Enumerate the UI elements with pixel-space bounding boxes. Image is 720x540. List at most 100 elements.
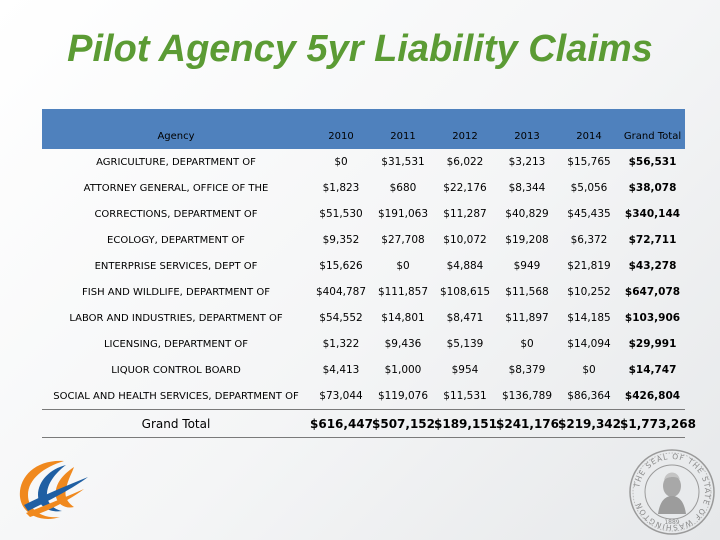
year-value-cell: $111,857 [377,286,429,298]
agency-cell: LICENSING, DEPARTMENT OF [103,338,249,350]
agency-cell: FISH AND WILDLIFE, DEPARTMENT OF [82,286,270,298]
year-value-cell: $6,372 [570,234,608,246]
table-row: ENTERPRISE SERVICES, DEPT OF $15,626 $0 $4,… [42,253,685,279]
year-value-cell: $86,364 [567,390,611,402]
agency-cell: LIQUOR CONTROL BOARD [111,364,241,376]
year-value-cell: $191,063 [377,208,429,220]
page-title: Pilot Agency 5yr Liability Claims [67,28,653,70]
row-total-cell: $29,991 [628,338,677,350]
year-value-cell: $10,072 [443,234,487,246]
claims-table-container: Agency 2010 2011 2012 2013 2014 Grand Total AG… [42,109,696,438]
year-value-cell: $680 [389,182,417,194]
table-footer: Grand Total $616,447 $507,152 $189,151 $241,… [42,409,696,438]
table-body: AGRICULTURE, DEPARTMENT OF $0 $31,531 $6,02… [42,149,685,410]
table-row: FISH AND WILDLIFE, DEPARTMENT OF $404,787… [42,279,685,305]
year-value-cell: $27,708 [381,234,425,246]
year-value-cell: $954 [451,364,479,376]
agency-cell: SOCIAL AND HEALTH SERVICES, DEPARTMENT O… [53,390,299,402]
year-value-cell: $8,379 [508,364,546,376]
grand-total-label: Grand Total [141,416,211,431]
year-value-cell: $5,056 [570,182,608,194]
year-value-cell: $119,076 [377,390,429,402]
year-value-cell: $949 [513,260,541,272]
year-value-cell: $6,022 [446,156,484,168]
year-value-cell: $9,436 [384,338,422,350]
table-row: CORRECTIONS, DEPARTMENT OF $51,530 $191,06… [42,201,685,227]
table-row: AGRICULTURE, DEPARTMENT OF $0 $31,531 $6,02… [42,149,685,175]
header-col: 2012 [452,131,478,142]
row-total-cell: $56,531 [628,156,677,168]
row-total-cell: $340,144 [624,208,681,220]
year-value-cell: $15,765 [567,156,611,168]
header-col: 2014 [576,131,602,142]
table-row: ECOLOGY, DEPARTMENT OF $9,352 $27,708 $10,0… [42,227,685,253]
svg-text:1889: 1889 [664,519,679,526]
year-value-cell: $40,829 [505,208,549,220]
year-value-cell: $21,819 [567,260,611,272]
year-value-cell: $0 [396,260,410,272]
year-value-cell: $51,530 [319,208,363,220]
agency-cell: AGRICULTURE, DEPARTMENT OF [96,156,256,168]
table-row: LIQUOR CONTROL BOARD $4,413 $1,000 $954 $8,3… [42,357,685,383]
table-header: Agency 2010 2011 2012 2013 2014 Grand Total [42,109,685,149]
row-total-cell: $103,906 [624,312,681,324]
year-value-cell: $11,531 [443,390,487,402]
year-value-cell: $11,897 [505,312,549,324]
year-value-cell: $14,094 [567,338,611,350]
header-col: 2010 [328,131,354,142]
grand-total-value: $507,152 [372,416,436,431]
year-value-cell: $8,471 [446,312,484,324]
table-row: LABOR AND INDUSTRIES, DEPARTMENT OF $54,5… [42,305,685,331]
grand-total-value: $189,151 [434,416,498,431]
agency-cell: ECOLOGY, DEPARTMENT OF [107,234,245,246]
row-total-cell: $43,278 [628,260,677,272]
claims-table: Agency 2010 2011 2012 2013 2014 Grand Total AG… [42,109,696,438]
swoosh-logo-icon [19,460,88,519]
year-value-cell: $1,322 [322,338,360,350]
header-row: Agency 2010 2011 2012 2013 2014 Grand Total [42,109,685,149]
row-total-cell: $14,747 [628,364,677,376]
year-value-cell: $15,626 [319,260,363,272]
year-value-cell: $73,044 [319,390,363,402]
year-value-cell: $136,789 [501,390,553,402]
year-value-cell: $0 [520,338,534,350]
year-value-cell: $54,552 [319,312,363,324]
agency-cell: ATTORNEY GENERAL, OFFICE OF THE [83,182,269,194]
year-value-cell: $45,435 [567,208,611,220]
grand-total-value: $1,773,268 [620,416,696,431]
year-value-cell: $0 [334,156,348,168]
year-value-cell: $11,287 [443,208,487,220]
row-total-cell: $72,711 [628,234,677,246]
year-value-cell: $0 [582,364,596,376]
agency-cell: LABOR AND INDUSTRIES, DEPARTMENT OF [69,312,283,324]
year-value-cell: $404,787 [315,286,367,298]
agency-cell: CORRECTIONS, DEPARTMENT OF [94,208,258,220]
grand-total-value: $219,342 [558,416,622,431]
row-total-cell: $38,078 [628,182,677,194]
agency-cell: ENTERPRISE SERVICES, DEPT OF [94,260,258,272]
year-value-cell: $4,413 [322,364,360,376]
table-row: ATTORNEY GENERAL, OFFICE OF THE $1,823 $68… [42,175,685,201]
year-value-cell: $5,139 [446,338,484,350]
year-value-cell: $11,568 [505,286,549,298]
year-value-cell: $8,344 [508,182,546,194]
grand-total-value: $616,447 [310,416,374,431]
year-value-cell: $4,884 [446,260,484,272]
year-value-cell: $1,823 [322,182,360,194]
header-agency: Agency [157,131,195,142]
grand-total-row: Grand Total $616,447 $507,152 $189,151 $241,… [42,409,696,438]
year-value-cell: $14,185 [567,312,611,324]
year-value-cell: $22,176 [443,182,487,194]
table-row: SOCIAL AND HEALTH SERVICES, DEPARTMENT O… [42,383,685,410]
year-value-cell: $9,352 [322,234,360,246]
header-col: Grand Total [623,131,682,142]
year-value-cell: $19,208 [505,234,549,246]
year-value-cell: $1,000 [384,364,422,376]
state-seal-icon: THE SEAL OF THE STATE OF WASHINGTON 1889 [629,449,715,535]
year-value-cell: $3,213 [508,156,546,168]
year-value-cell: $14,801 [381,312,425,324]
table-row: LICENSING, DEPARTMENT OF $1,322 $9,436 $5,1… [42,331,685,357]
year-value-cell: $108,615 [439,286,491,298]
row-total-cell: $647,078 [624,286,681,298]
row-total-cell: $426,804 [624,390,681,402]
